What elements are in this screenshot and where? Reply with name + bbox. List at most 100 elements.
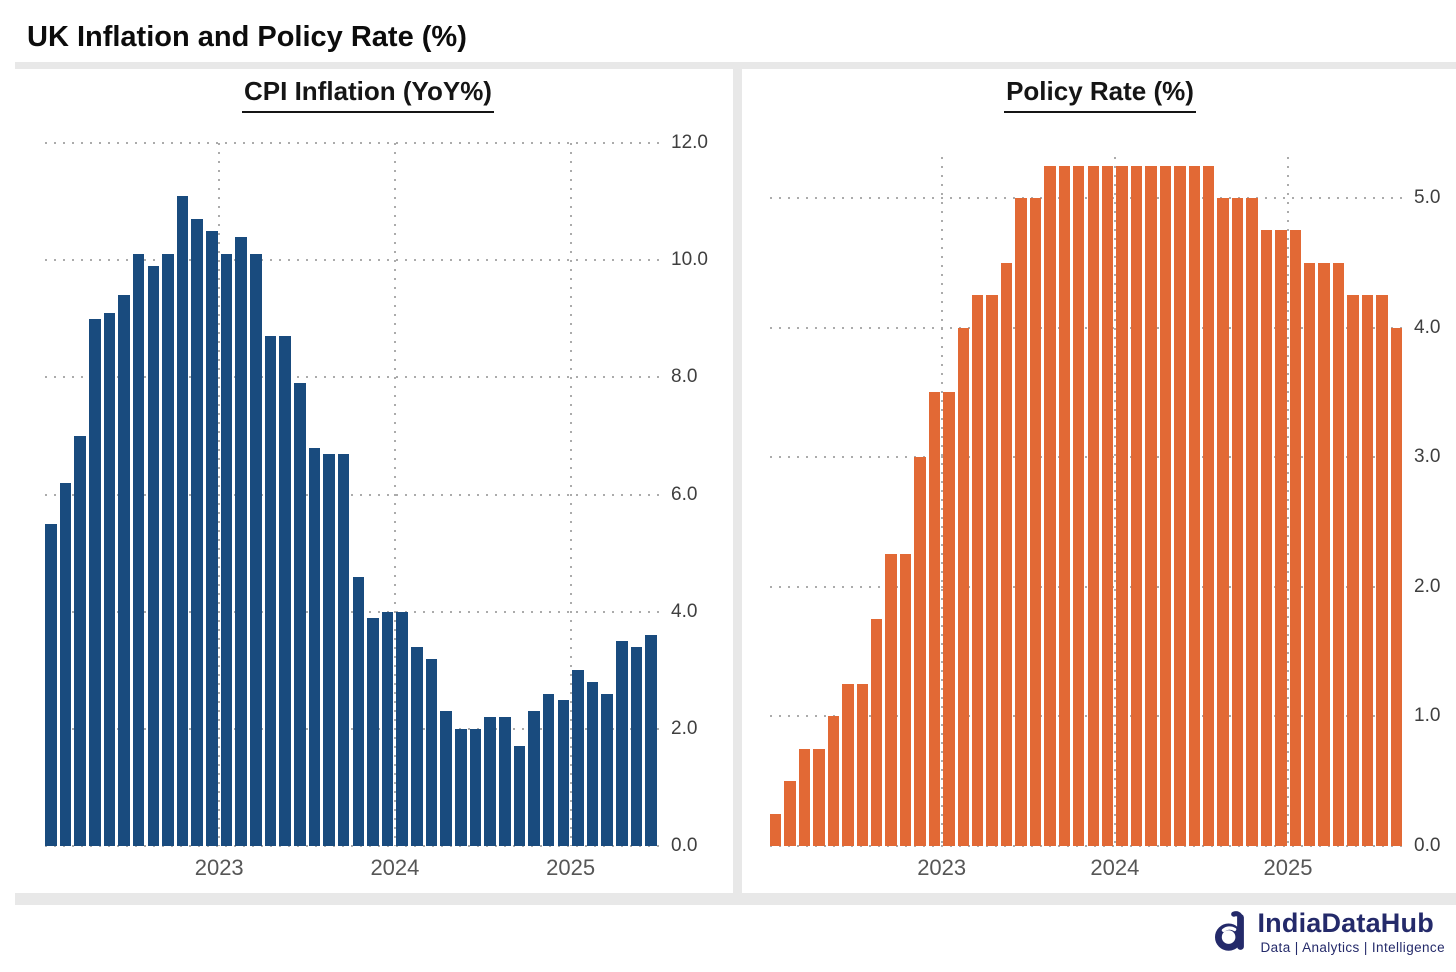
bar-2022-03 xyxy=(74,435,86,846)
bar-2022-12 xyxy=(928,392,941,846)
brand-tagline: Data | Analytics | Intelligence xyxy=(1260,940,1445,955)
y-axis-label: 8.0 xyxy=(671,366,698,388)
y-axis-label: 0.0 xyxy=(1414,835,1441,856)
bar-2023-12 xyxy=(381,611,394,846)
bar-2025-04 xyxy=(616,640,628,846)
x-axis-label-2025: 2025 xyxy=(1263,855,1313,880)
gridline-y-8.0 xyxy=(45,376,660,379)
bar-2024-08 xyxy=(1217,198,1229,846)
bar-2022-10 xyxy=(899,554,912,846)
y-axis-label: 3.0 xyxy=(1414,446,1441,468)
bar-2022-12 xyxy=(206,230,218,846)
y-axis-label: 6.0 xyxy=(671,483,698,505)
bar-2022-02 xyxy=(784,781,796,846)
gridline-y-12.0 xyxy=(45,142,660,145)
brand-text-block: IndiaDataHub Data | Analytics | Intellig… xyxy=(1257,908,1445,955)
indiadatahub-d-icon xyxy=(1215,911,1245,951)
bar-2024-05 xyxy=(1174,165,1186,846)
bar-2022-06 xyxy=(118,295,130,846)
y-axis-label: 12.0 xyxy=(671,132,708,154)
bar-2022-11 xyxy=(191,219,204,846)
bar-2024-09 xyxy=(1231,198,1244,846)
bar-2022-05 xyxy=(103,312,116,846)
y-axis-label: 1.0 xyxy=(1414,705,1441,727)
bar-2023-12 xyxy=(1101,165,1114,846)
bar-2024-07 xyxy=(1202,165,1215,846)
right-chart-title-wrap: Policy Rate (%) xyxy=(770,76,1430,113)
gridline-y-0.0 xyxy=(45,845,660,847)
bar-2023-09 xyxy=(337,453,350,846)
bar-2025-05 xyxy=(630,646,643,846)
bar-2024-04 xyxy=(440,711,452,846)
bar-2023-07 xyxy=(1029,198,1042,846)
gridline-year-2025 xyxy=(569,143,572,846)
gridline-y-0.0 xyxy=(770,845,1405,847)
bar-2023-08 xyxy=(1044,165,1056,846)
bar-2025-03 xyxy=(601,693,614,846)
bar-2024-07 xyxy=(484,717,496,846)
bar-2024-02 xyxy=(411,646,423,846)
bar-2023-02 xyxy=(957,327,970,846)
y-axis-label: 4.0 xyxy=(1414,316,1441,338)
bar-2022-06 xyxy=(842,684,854,846)
bottom-divider xyxy=(15,893,1456,905)
bar-2024-04 xyxy=(1159,165,1172,846)
bar-2024-03 xyxy=(1145,165,1157,846)
bar-2024-01 xyxy=(396,611,409,846)
policy-chart-title: Policy Rate (%) xyxy=(1004,76,1196,113)
bar-2024-01 xyxy=(1116,165,1128,846)
gridline-y-10.0 xyxy=(45,259,660,262)
x-axis-label-2023: 2023 xyxy=(194,855,244,880)
bar-2023-01 xyxy=(220,254,233,846)
bar-2024-10 xyxy=(1246,198,1258,846)
bar-2024-10 xyxy=(528,711,540,846)
bar-2023-04 xyxy=(986,295,998,846)
bar-2022-05 xyxy=(827,716,840,846)
bar-2025-01 xyxy=(572,670,584,846)
bar-2024-11 xyxy=(542,693,555,846)
bar-2022-01 xyxy=(45,523,57,846)
x-axis-label-2023: 2023 xyxy=(917,855,967,880)
y-axis-label: 2.0 xyxy=(1414,575,1441,597)
bar-2024-11 xyxy=(1260,230,1273,846)
y-axis-label: 2.0 xyxy=(671,717,698,739)
y-axis-label: 5.0 xyxy=(1414,187,1441,208)
bar-2022-08 xyxy=(147,266,160,846)
gridline-year-2025 xyxy=(1287,157,1290,846)
bar-2022-07 xyxy=(132,254,145,846)
x-axis-label-2025: 2025 xyxy=(546,855,596,880)
gridline-year-2023 xyxy=(940,157,943,846)
page-title: UK Inflation and Policy Rate (%) xyxy=(27,21,467,53)
gridline-year-2024 xyxy=(393,143,396,846)
bar-2023-06 xyxy=(1015,198,1027,846)
bar-2022-08 xyxy=(871,619,883,846)
bar-2024-12 xyxy=(1275,230,1287,846)
bar-2025-01 xyxy=(1289,230,1301,846)
bar-2025-05 xyxy=(1347,295,1359,846)
bar-2022-04 xyxy=(88,318,101,846)
bar-2023-07 xyxy=(308,447,321,846)
bar-2023-06 xyxy=(293,383,306,846)
bar-2022-09 xyxy=(162,254,174,846)
bar-2023-11 xyxy=(1087,165,1099,846)
bar-2022-03 xyxy=(798,748,811,846)
y-axis-label: 10.0 xyxy=(671,249,708,271)
bar-2023-01 xyxy=(943,392,955,846)
x-axis-label-2024: 2024 xyxy=(370,855,420,880)
bar-2025-04 xyxy=(1332,262,1345,846)
gridline-year-2024 xyxy=(1113,157,1116,846)
bar-2025-06 xyxy=(645,635,657,846)
bar-2024-03 xyxy=(425,658,438,846)
bar-2023-09 xyxy=(1058,165,1071,846)
y-axis-label: 0.0 xyxy=(671,835,698,856)
bar-2022-07 xyxy=(856,684,868,846)
cpi-chart-title: CPI Inflation (YoY%) xyxy=(242,76,494,113)
bar-2022-02 xyxy=(59,482,72,846)
bar-2025-02 xyxy=(586,681,599,846)
bar-2023-02 xyxy=(235,236,247,846)
bar-2024-12 xyxy=(557,699,570,846)
panel-divider xyxy=(733,69,742,893)
gridline-y-6.0 xyxy=(45,493,660,496)
bar-2023-05 xyxy=(279,336,291,846)
